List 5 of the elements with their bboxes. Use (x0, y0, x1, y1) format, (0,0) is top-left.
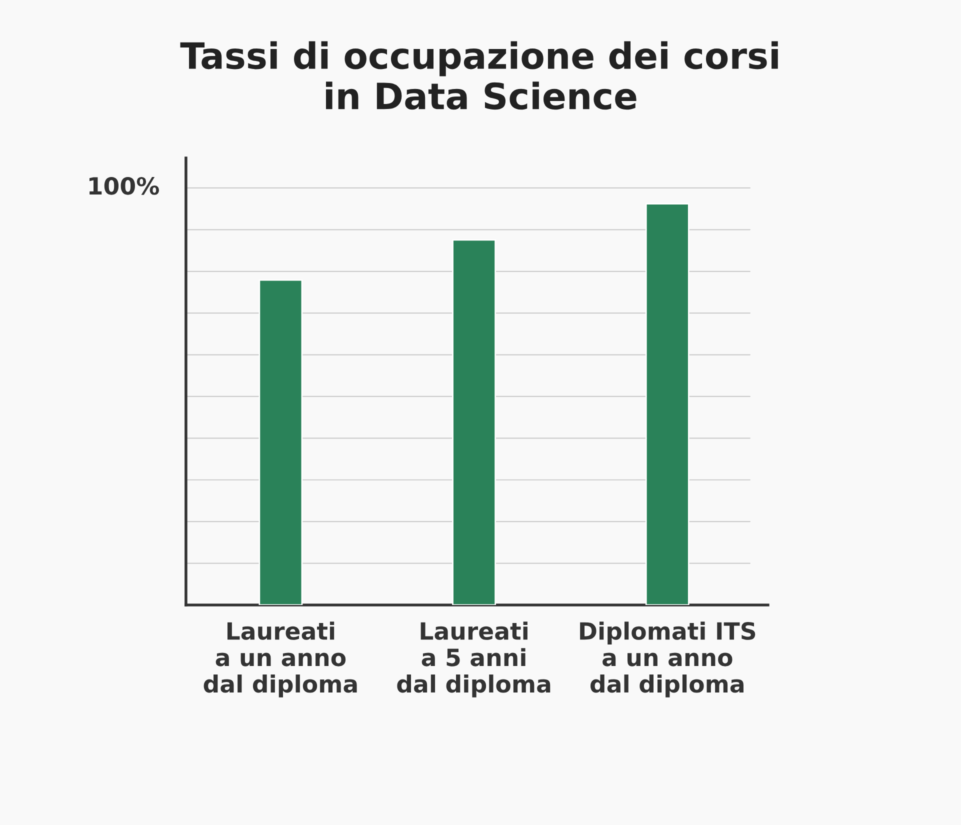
x-tick-label: Diplomati ITS a un anno dal diploma (580, 622, 756, 698)
text: 100% (89, 176, 160, 195)
x-tick-label: Laureati a un anno dal diploma (204, 622, 357, 698)
chart-title: Tassi di occupazione dei corsi in Data Science (180, 41, 778, 110)
x-tick-label: Laureati a 5 anni dal diploma (397, 622, 550, 698)
